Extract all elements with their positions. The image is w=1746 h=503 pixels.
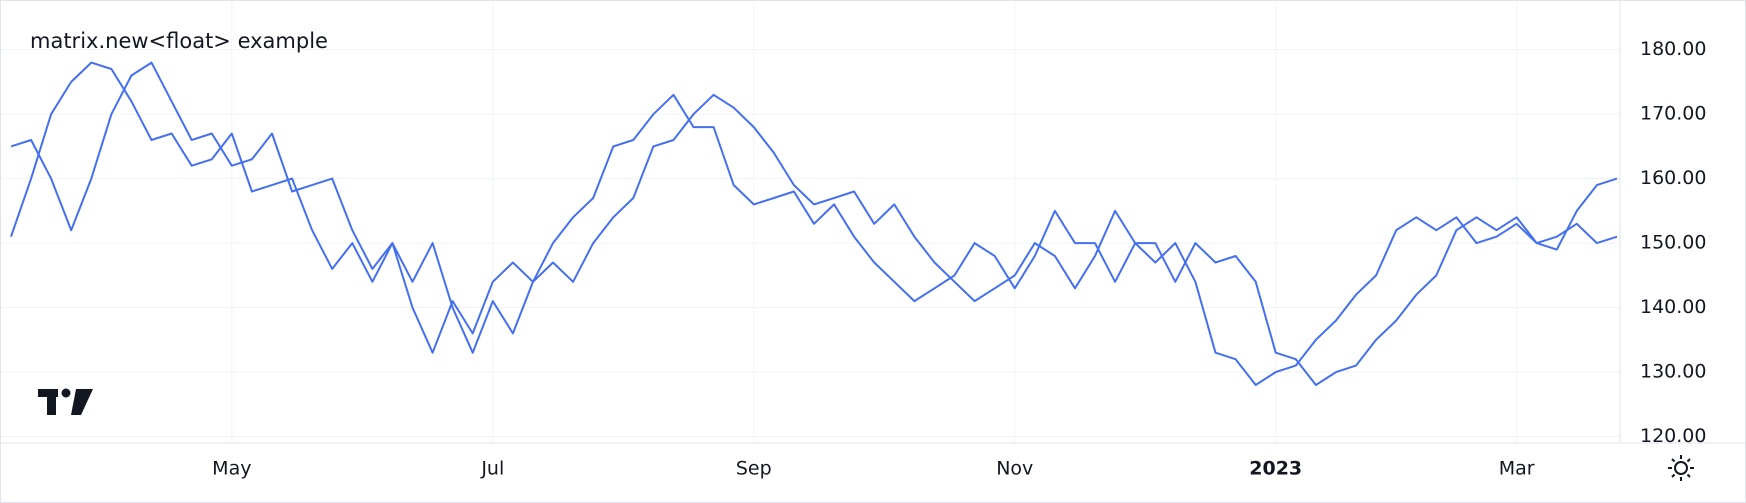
logo xyxy=(38,388,93,415)
y-tick-label: 170.00 xyxy=(1640,103,1706,125)
y-tick-label: 130.00 xyxy=(1640,361,1706,383)
y-tick-label: 120.00 xyxy=(1640,425,1706,447)
y-tick-label: 160.00 xyxy=(1640,167,1706,189)
y-tick-label: 180.00 xyxy=(1640,38,1706,60)
x-tick-label: Nov xyxy=(996,458,1033,480)
series-line xyxy=(10,61,1618,386)
axis-labels: 120.00 130.00 140.00 150.00 160.00 170.00 180.… xyxy=(212,38,1706,479)
x-tick-label: Mar xyxy=(1499,458,1535,480)
chart-title: matrix.new<float> example xyxy=(30,29,328,53)
settings-icon[interactable] xyxy=(1668,455,1694,481)
y-tick-label: 150.00 xyxy=(1640,232,1706,254)
x-tick-label: Jul xyxy=(480,458,504,480)
grid xyxy=(1,1,1620,443)
x-tick-label: 2023 xyxy=(1249,458,1302,480)
series-line xyxy=(10,61,1618,386)
y-tick-label: 140.00 xyxy=(1640,296,1706,318)
series xyxy=(10,61,1618,386)
x-tick-label: Sep xyxy=(736,458,772,480)
x-tick-label: May xyxy=(212,458,251,480)
